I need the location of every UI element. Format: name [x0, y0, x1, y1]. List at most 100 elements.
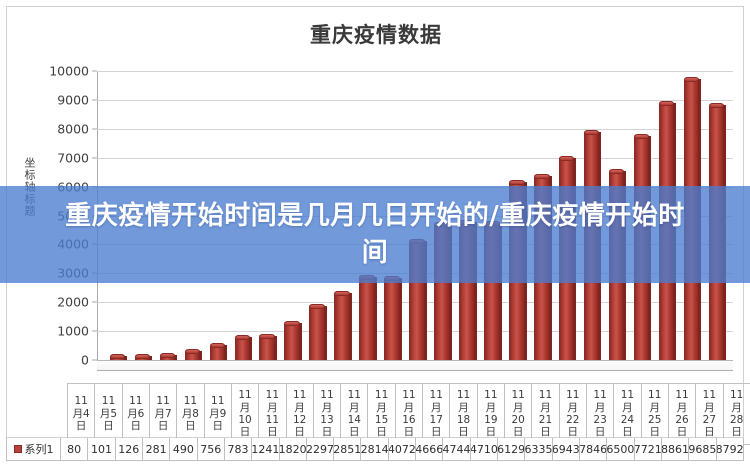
- x-axis-date-line: 月5: [99, 407, 118, 420]
- x-axis-date-cell: 11 月 17 日: [423, 384, 451, 444]
- x-axis-date-line: 日: [239, 426, 251, 439]
- x-axis-date-line: 日: [349, 426, 360, 439]
- x-axis-date-cell: 11 月 15 日: [368, 384, 396, 444]
- x-axis-date-line: 月9: [209, 407, 227, 420]
- bar: [384, 275, 402, 360]
- y-tick-label: 9000: [57, 92, 89, 108]
- x-axis-date-line: 11: [265, 389, 280, 402]
- x-axis-date-cell: 11 月 10 日: [232, 384, 260, 444]
- x-axis-date-line: 18: [456, 414, 471, 426]
- chart-title: 重庆疫情数据: [310, 23, 442, 47]
- x-axis-date-line: 月: [567, 401, 579, 414]
- x-axis-date-line: 日: [485, 426, 497, 439]
- x-axis-date-line: 11: [456, 389, 471, 402]
- x-axis-date-line: 月8: [181, 407, 199, 420]
- data-value-cell: 1241: [252, 438, 280, 460]
- x-axis-date-line: 28: [729, 414, 744, 426]
- x-axis-date-cell: 11 月 19 日: [478, 384, 505, 444]
- x-axis-date-line: 11: [538, 389, 553, 402]
- data-value-cell: 8792: [716, 442, 743, 456]
- x-axis-date-cell: 11 月7 日: [150, 384, 178, 444]
- data-value-cell: 4666: [416, 438, 444, 460]
- x-axis-date-line: 月: [512, 401, 524, 414]
- bar-top-cap: [184, 348, 201, 354]
- x-axis-date-line: 月: [239, 401, 251, 414]
- bar: [334, 290, 352, 360]
- x-axis-date-cell: 11 月5 日: [95, 384, 123, 444]
- data-value-cell: 2297: [307, 438, 335, 460]
- bar: [159, 353, 178, 360]
- data-value-cell: 6335: [525, 438, 553, 460]
- x-axis-date-cell: 11 月 12 日: [287, 384, 314, 444]
- x-axis-date-cell: 11 月 24 日: [614, 384, 642, 444]
- data-value-cell: 1820: [280, 438, 307, 460]
- x-axis-date-line: 23: [593, 414, 607, 426]
- x-axis-date-cell: 11 月 18 日: [450, 384, 478, 444]
- bar-slot: [305, 71, 330, 360]
- bar-top-cap: [209, 342, 226, 348]
- x-axis-date-cell: 11 月 14 日: [341, 384, 369, 444]
- bar: [309, 304, 327, 360]
- x-axis-date-line: 日: [403, 426, 415, 439]
- bar-side-face: [298, 323, 302, 360]
- chart-floor-3d: [97, 360, 733, 371]
- x-axis-date-line: 11: [374, 389, 389, 402]
- x-axis-date-line: 日: [185, 420, 196, 433]
- bar-side-face: [423, 241, 427, 360]
- x-axis-date-cell: 11 月 22 日: [560, 384, 587, 444]
- data-table-row: 系列1 80 101 126 281 490 756 783 1241 1820 2297 2851…: [6, 438, 744, 461]
- bar-side-face: [473, 221, 477, 360]
- x-axis-date-line: 11: [620, 389, 635, 402]
- bar-slot: [130, 71, 155, 360]
- gridline: [97, 99, 733, 101]
- x-axis-date-line: 月: [676, 401, 688, 414]
- legend-swatch-icon: [13, 445, 22, 453]
- bar: [359, 274, 377, 360]
- x-axis-date-line: 11: [429, 389, 443, 402]
- bar-slot: [230, 71, 255, 360]
- x-axis-date-line: 11: [347, 389, 361, 402]
- x-axis-date-line: 11: [211, 395, 225, 408]
- bar-side-face: [498, 222, 502, 360]
- x-axis-date-line: 月: [485, 401, 497, 414]
- x-axis-date-line: 21: [538, 414, 553, 426]
- data-value-cell: 4710: [471, 438, 498, 460]
- bar-top-cap: [583, 130, 600, 136]
- x-axis-date-line: 日: [567, 426, 579, 439]
- x-axis-date-line: 月: [267, 401, 278, 414]
- x-axis-date-line: 日: [676, 426, 688, 439]
- x-axis-date-line: 11: [402, 389, 416, 402]
- data-value-cell: 4072: [389, 438, 417, 460]
- data-value-cell: 9685: [689, 438, 717, 460]
- bar-top-cap: [134, 354, 151, 359]
- bar-top-cap: [683, 77, 700, 83]
- bar-side-face: [398, 277, 402, 360]
- x-axis-date-cell: 11 月 27 日: [696, 384, 724, 444]
- y-tick-label: 2000: [57, 294, 89, 310]
- x-axis-date-cell: 11 月 28 日: [724, 384, 750, 444]
- x-axis-date-line: 11: [265, 414, 280, 426]
- x-axis-date-line: 日: [649, 426, 660, 439]
- x-axis-date-line: 11: [593, 389, 607, 402]
- bar: [134, 354, 153, 360]
- x-axis-date-line: 11: [238, 389, 252, 402]
- x-axis-date-line: 13: [320, 414, 334, 426]
- x-axis-date-line: 日: [157, 420, 169, 433]
- x-axis-date-line: 月: [622, 401, 633, 414]
- legend-label: 系列1: [24, 443, 54, 456]
- x-axis-date-line: 11: [156, 395, 170, 408]
- legend-series-1: 系列1: [7, 438, 61, 460]
- gridline: [97, 71, 733, 72]
- data-value-cell: 490: [170, 438, 198, 460]
- data-value-cell: 783: [225, 438, 253, 460]
- x-axis-date-line: 日: [267, 426, 278, 439]
- data-value-cell: 7846: [580, 438, 608, 460]
- x-axis-date-line: 11: [702, 389, 717, 402]
- bar-top-cap: [509, 179, 525, 185]
- bar-side-face: [199, 350, 203, 360]
- data-value-cell: 8861: [662, 438, 690, 460]
- data-value-cell: 80: [61, 438, 89, 460]
- x-axis-date-line: 日: [321, 426, 333, 439]
- x-axis-date-cell: 11 月8 日: [177, 384, 205, 444]
- x-axis-date-line: 11: [729, 389, 744, 402]
